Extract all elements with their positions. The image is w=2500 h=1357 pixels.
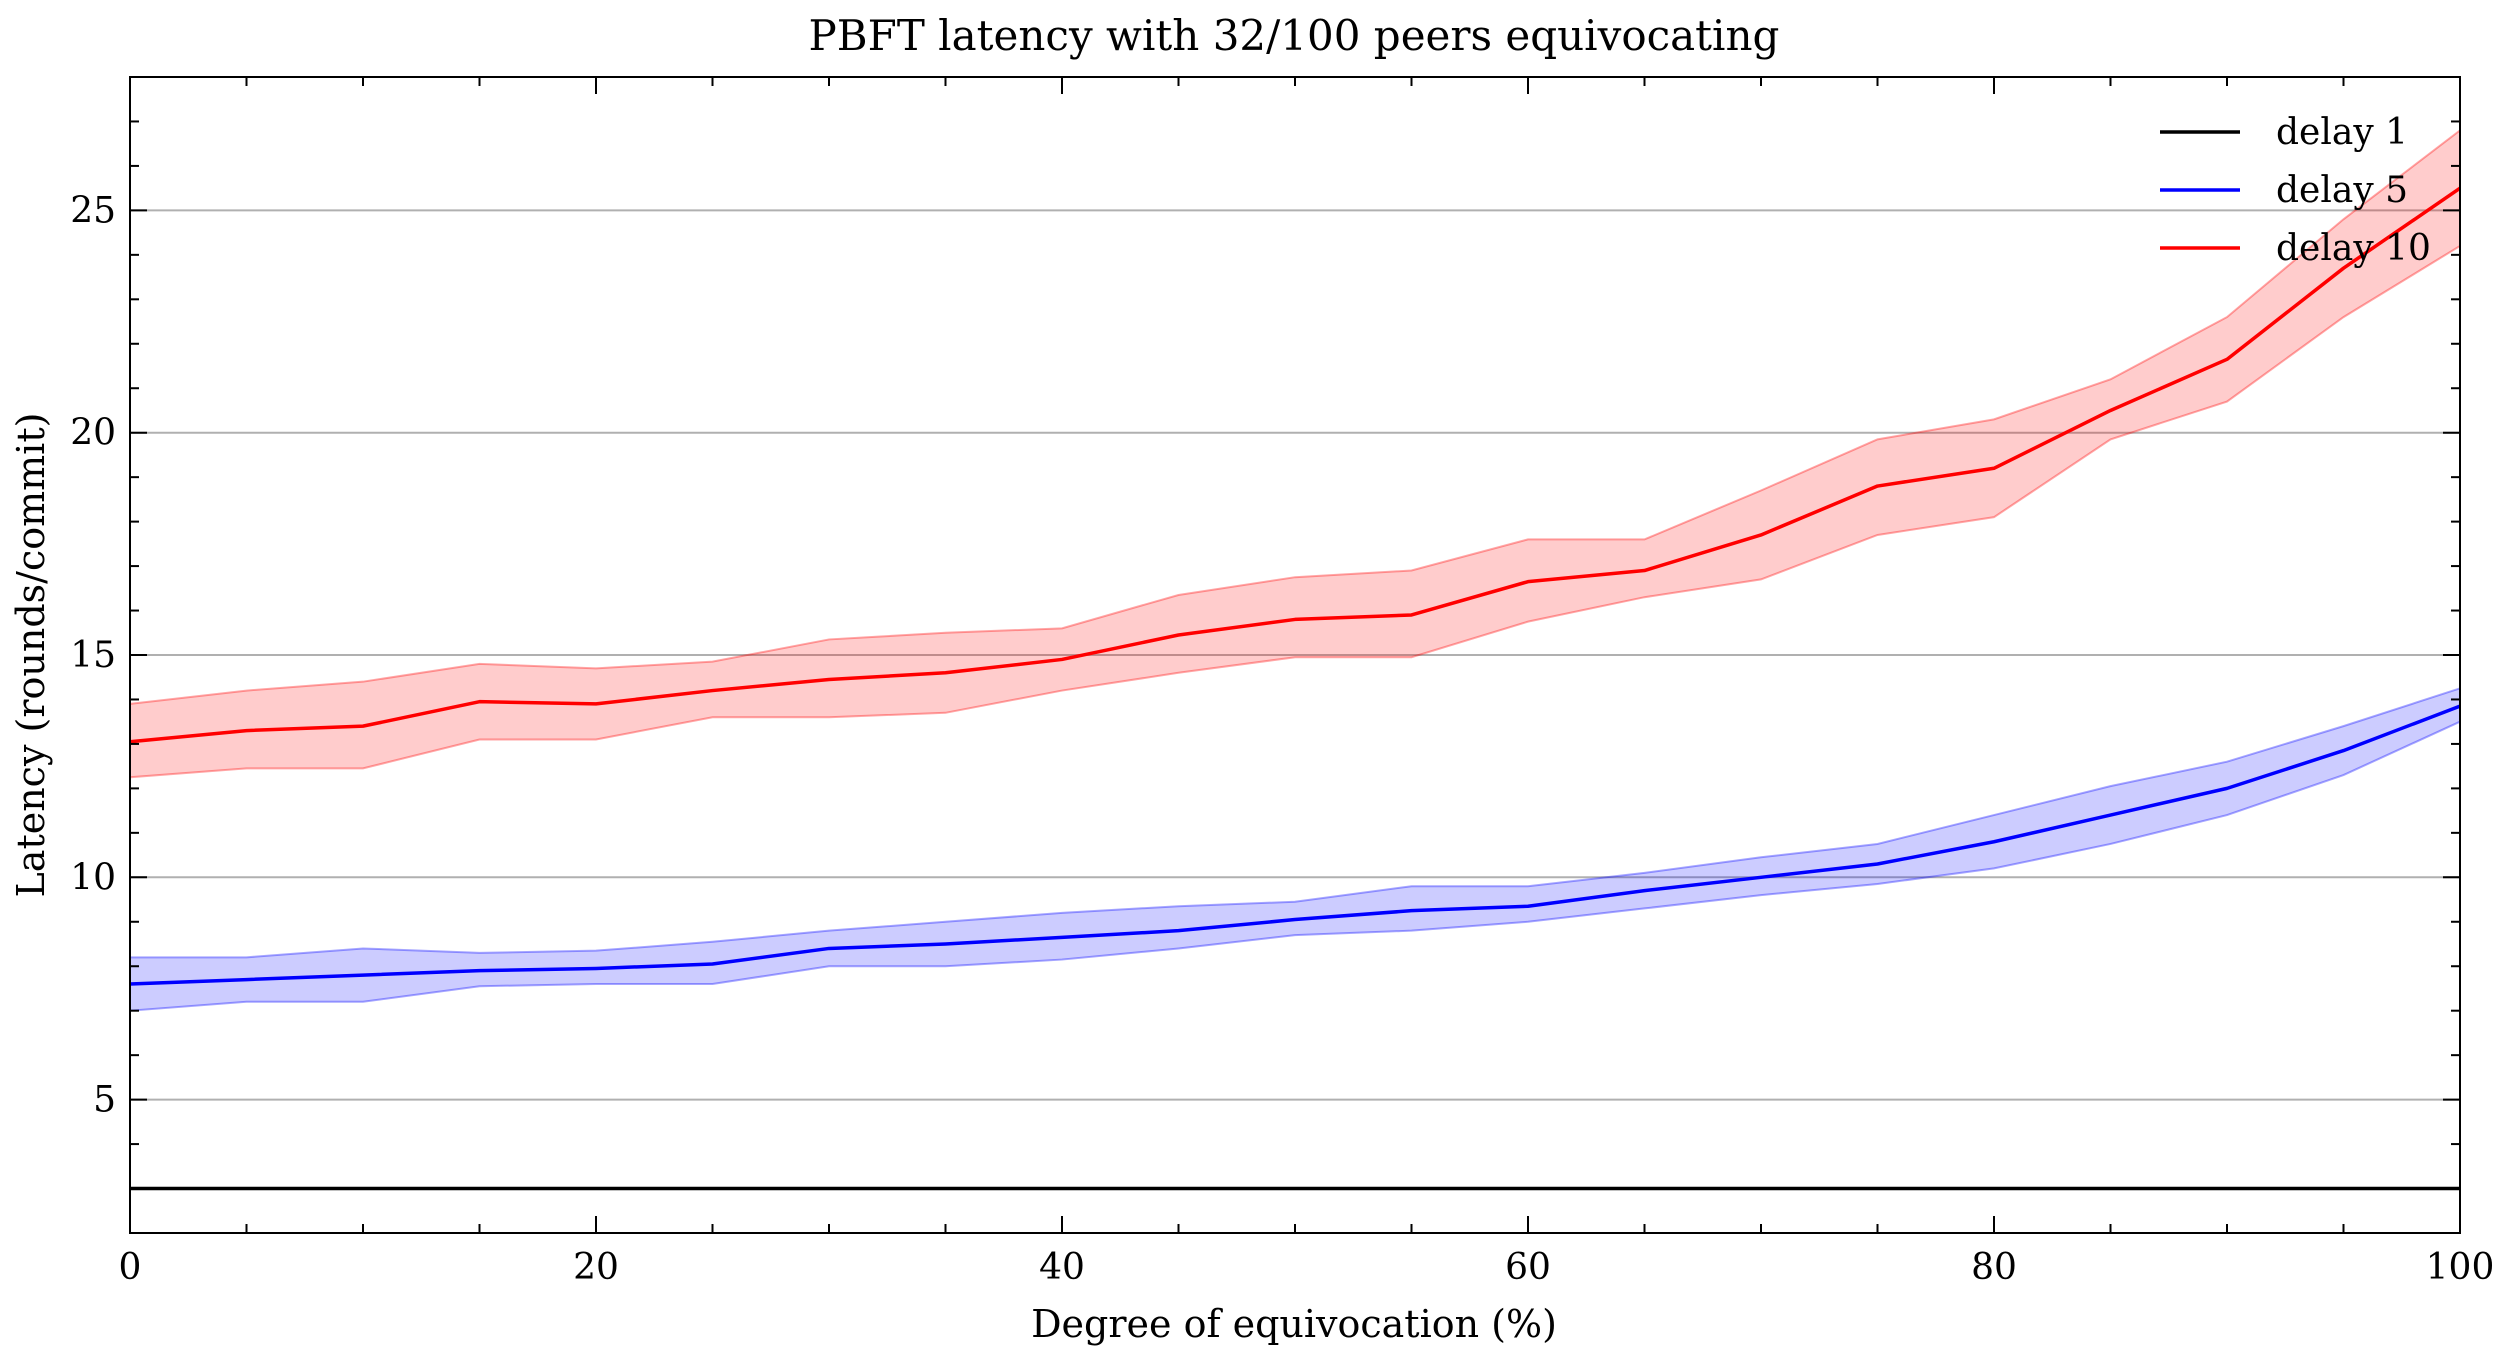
legend-label: delay 1 (2276, 112, 2408, 153)
x-tick-label: 100 (2426, 1247, 2495, 1288)
confidence-band (129, 128, 2461, 779)
legend: delay 1 delay 5 delay 10 (2160, 112, 2431, 269)
x-tick-label: 0 (119, 1247, 142, 1288)
series-line (129, 186, 2461, 744)
y-tick-label: 20 (70, 413, 116, 454)
x-tick-label: 80 (1971, 1247, 2017, 1288)
legend-label: delay 10 (2276, 228, 2431, 269)
x-tick-label: 60 (1505, 1247, 1551, 1288)
y-axis-label: Latency (rounds/commit) (9, 413, 53, 898)
band-layer (129, 128, 2461, 1012)
y-tick-label: 15 (70, 635, 116, 676)
legend-label: delay 5 (2276, 170, 2408, 211)
grid-layer (130, 209, 2460, 1101)
x-tick-label: 40 (1039, 1247, 1085, 1288)
series-line (129, 704, 2461, 986)
chart-title: PBFT latency with 32/100 peers equivocat… (809, 11, 1780, 60)
line-layer (129, 186, 2461, 1191)
tick-layer: 0 20 40 60 80 100 5 10 15 20 25 (70, 76, 2495, 1288)
x-axis-label: Degree of equivocation (%) (1031, 1302, 1557, 1346)
y-tick-label: 25 (70, 190, 116, 231)
y-tick-label: 10 (70, 857, 116, 898)
y-tick-label: 5 (93, 1080, 116, 1121)
x-tick-label: 20 (573, 1247, 619, 1288)
